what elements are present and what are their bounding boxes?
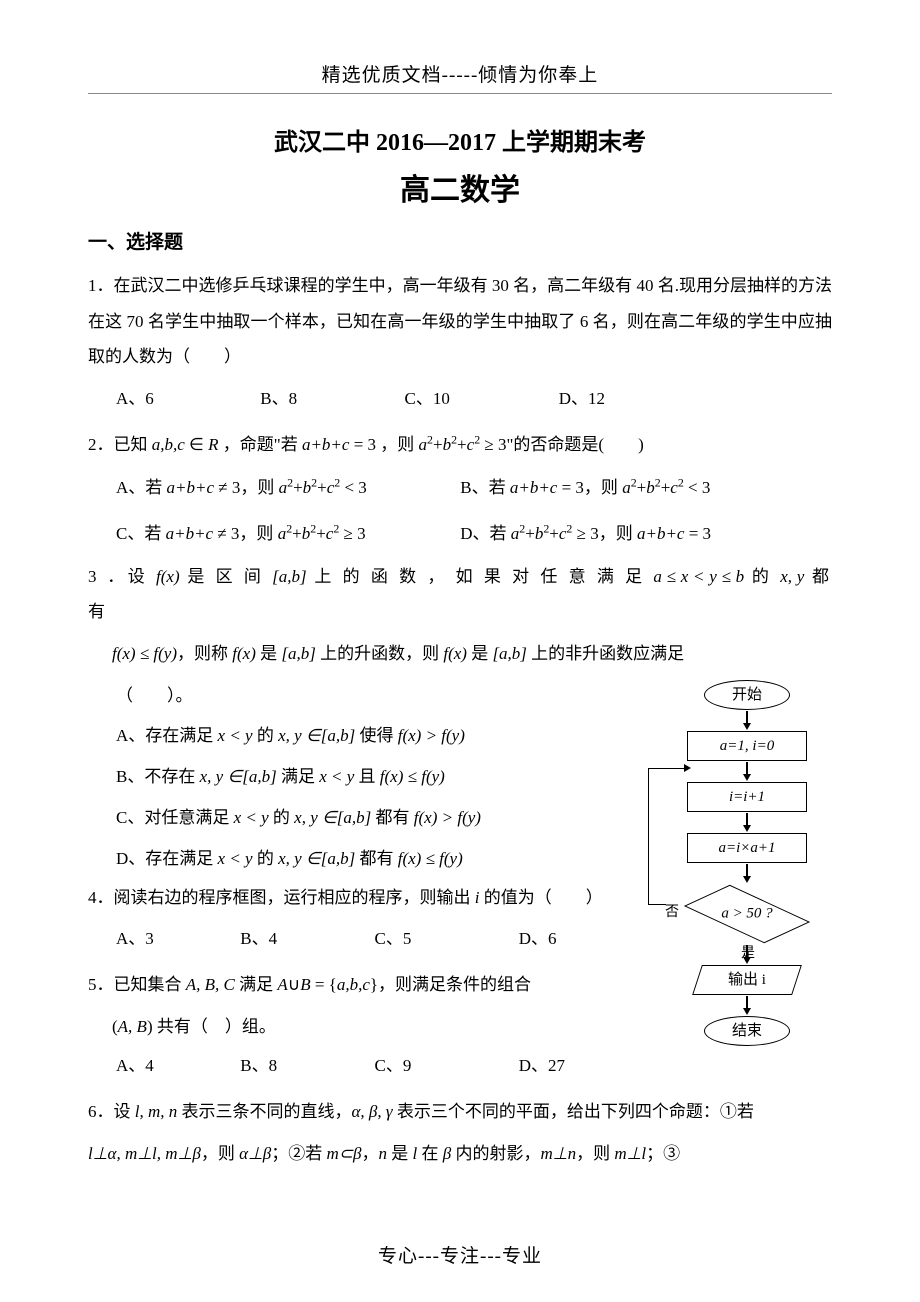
fc-init: a=1, i=0 <box>687 731 807 761</box>
q3-opt-c: C、对任意满足 x < y 的 x, y ∈[a,b] 都有 f(x) > f(… <box>88 798 578 839</box>
q6-l2: l⊥α, m⊥l, m⊥β，则 α⊥β；②若 m⊂β，n 是 l 在 β 内的射… <box>88 1136 832 1172</box>
q3-body: （ ）。 A、存在满足 x < y 的 x, y ∈[a,b] 使得 f(x) … <box>88 676 832 880</box>
q1-opt-d: D、12 <box>559 381 699 417</box>
q1-opt-a: A、6 <box>116 381 256 417</box>
q2-opt-b: B、若 a+b+c = 3，则 a2+b2+c2 < 3 <box>460 468 800 507</box>
q1-text: 1．在武汉二中选修乒乓球课程的学生中，高一年级有 30 名，高二年级有 40 名… <box>88 268 832 375</box>
q5-options: A、4 B、8 C、9 D、27 <box>88 1048 832 1084</box>
q4-opt-c: C、5 <box>375 921 515 957</box>
q2-opt-d: D、若 a2+b2+c2 ≥ 3，则 a+b+c = 3 <box>460 514 800 553</box>
q2-options-1: A、若 a+b+c ≠ 3，则 a2+b2+c2 < 3 B、若 a+b+c =… <box>88 468 832 507</box>
q5-opt-b: B、8 <box>240 1048 370 1084</box>
page-header: 精选优质文档-----倾情为你奉上 <box>88 60 832 94</box>
fc-start: 开始 <box>704 680 790 710</box>
q2-opt-c: C、若 a+b+c ≠ 3，则 a2+b2+c2 ≥ 3 <box>116 514 456 553</box>
fc-step1: i=i+1 <box>687 782 807 812</box>
flowchart: 开始 a=1, i=0 i=i+1 a=i×a+1 a > 50 ? 否 是 输… <box>652 680 842 1046</box>
q3-l1: 3 ．设 f(x) 是 区 间 [a,b] 上 的 函 数 ， 如 果 对 任 … <box>88 559 832 630</box>
q5-opt-d: D、27 <box>519 1048 659 1084</box>
q5-opt-c: C、9 <box>375 1048 515 1084</box>
q1-options: A、6 B、8 C、10 D、12 <box>88 381 832 417</box>
q4-opt-a: A、3 <box>116 921 236 957</box>
q2-opt-a: A、若 a+b+c ≠ 3，则 a2+b2+c2 < 3 <box>116 468 456 507</box>
exam-subject: 高二数学 <box>88 165 832 209</box>
fc-yes-label: 是 <box>741 942 755 962</box>
q1-opt-c: C、10 <box>405 381 555 417</box>
fc-no-label: 否 <box>665 901 679 921</box>
fc-cond: a > 50 ? 否 是 <box>687 884 807 944</box>
page-footer: 专心---专注---专业 <box>0 1241 920 1268</box>
q4-opt-b: B、4 <box>240 921 370 957</box>
q3-l2: f(x) ≤ f(y)，则称 f(x) 是 [a,b] 上的升函数，则 f(x)… <box>88 636 832 672</box>
q1-opt-b: B、8 <box>260 381 400 417</box>
fc-end: 结束 <box>704 1016 790 1046</box>
exam-title: 武汉二中 2016—2017 上学期期末考 <box>88 122 832 157</box>
q3-opt-b: B、不存在 x, y ∈[a,b] 满足 x < y 且 f(x) ≤ f(y) <box>88 757 578 798</box>
q4-opt-d: D、6 <box>519 921 659 957</box>
fc-step2: a=i×a+1 <box>687 833 807 863</box>
q3-opt-a: A、存在满足 x < y 的 x, y ∈[a,b] 使得 f(x) > f(y… <box>88 716 578 757</box>
section-title: 一、选择题 <box>88 227 832 254</box>
q2-stem: 2．已知 a,b,c ∈ R ，命题"若 a+b+c = 3 ，则 a2+b2+… <box>88 427 832 463</box>
q2-options-2: C、若 a+b+c ≠ 3，则 a2+b2+c2 ≥ 3 D、若 a2+b2+c… <box>88 514 832 553</box>
q3-blank: （ ）。 <box>88 676 578 717</box>
fc-output: 输出 i <box>692 965 802 995</box>
q3-opt-d: D、存在满足 x < y 的 x, y ∈[a,b] 都有 f(x) ≤ f(y… <box>88 839 578 880</box>
q6-l1: 6．设 l, m, n 表示三条不同的直线，α, β, γ 表示三个不同的平面，… <box>88 1094 832 1130</box>
q5-opt-a: A、4 <box>116 1048 236 1084</box>
